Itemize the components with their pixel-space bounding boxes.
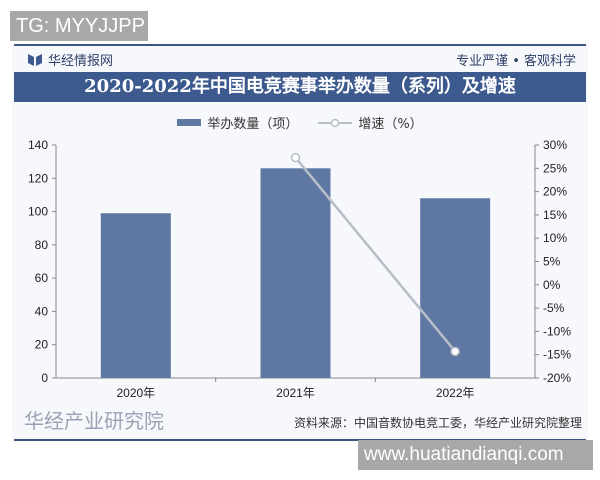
legend-line-swatch xyxy=(318,118,353,127)
left-tick-label: 20 xyxy=(35,338,49,352)
left-tick-label: 60 xyxy=(35,271,49,285)
left-tick-label: 0 xyxy=(41,371,48,385)
chart-title: 2020-2022年中国电竞赛事举办数量（系列）及增速 xyxy=(14,72,586,102)
x-tick-label: 2020年 xyxy=(116,386,155,400)
right-tick-label: -5% xyxy=(543,301,565,315)
bar-2020年 xyxy=(100,213,171,378)
bar-2021年 xyxy=(260,168,331,378)
right-tick-label: 5% xyxy=(543,255,561,269)
legend-bar-swatch xyxy=(177,119,202,126)
left-tick-label: 140 xyxy=(28,138,48,152)
bottom-rule xyxy=(14,439,586,441)
right-tick-label: -20% xyxy=(543,371,571,385)
source-note: 资料来源：中国音数协电竞工委，华经产业研究院整理 xyxy=(293,416,582,430)
right-tick-label: 25% xyxy=(543,161,567,175)
brand: 华经情报网 xyxy=(28,50,113,69)
right-tick-label: 20% xyxy=(543,185,567,199)
bottom-watermark-label: www.huatiandianqi.com xyxy=(358,440,593,470)
right-tick-label: 0% xyxy=(543,278,561,292)
right-tick-label: 10% xyxy=(543,231,567,245)
right-tick-label: -15% xyxy=(543,348,571,362)
left-tick-label: 120 xyxy=(28,171,48,185)
brand-logo-icon xyxy=(28,53,42,66)
x-tick-label: 2022年 xyxy=(436,386,475,400)
corner-watermark: 华经产业研究院 xyxy=(24,409,164,433)
top-rule xyxy=(14,44,586,46)
left-tick-label: 80 xyxy=(35,238,49,252)
left-tick-label: 100 xyxy=(28,205,48,219)
left-tick-label: 40 xyxy=(35,304,49,318)
right-tick-label: -10% xyxy=(543,324,571,338)
growth-point xyxy=(290,152,301,163)
legend: 举办数量（项） 增速（%） xyxy=(0,113,600,132)
right-tick-label: 30% xyxy=(543,138,567,152)
top-watermark-label: TG: MYYJJPP xyxy=(10,11,148,41)
brand-name: 华经情报网 xyxy=(48,54,114,69)
right-tick-label: 15% xyxy=(543,208,567,222)
growth-line xyxy=(294,156,457,353)
growth-point xyxy=(450,346,460,357)
slogan: 专业严谨 • 客观科学 xyxy=(456,54,576,69)
x-tick-label: 2021年 xyxy=(276,386,315,400)
legend-line-label: 增速（%） xyxy=(358,117,423,132)
legend-bar-label: 举办数量（项） xyxy=(207,117,299,132)
